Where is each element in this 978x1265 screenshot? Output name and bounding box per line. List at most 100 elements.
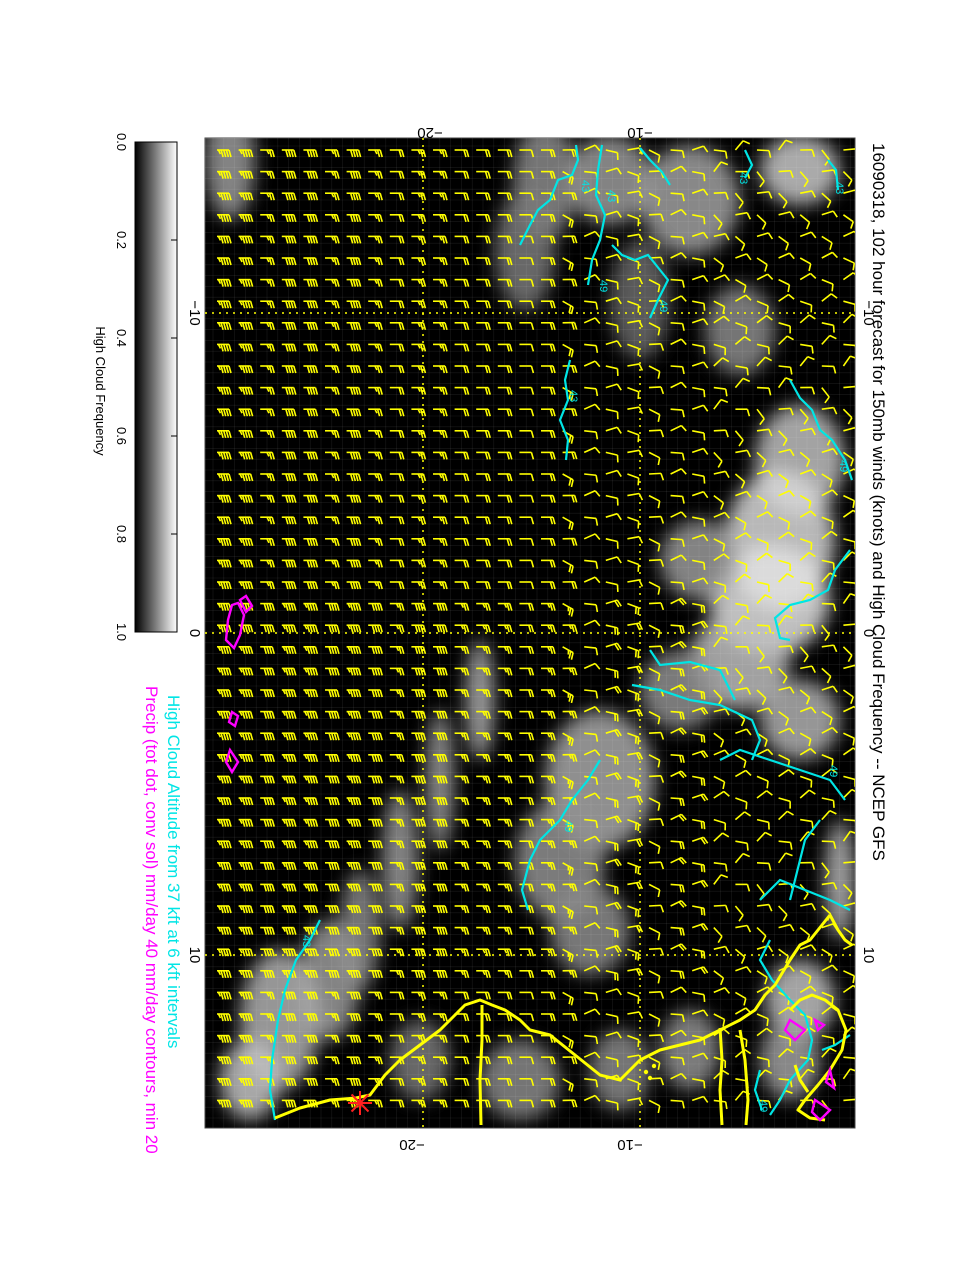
wind-barb	[433, 300, 448, 309]
wind-barb	[389, 1099, 405, 1108]
wind-barb	[411, 494, 427, 503]
wind-barb	[735, 408, 751, 417]
wind-barb	[497, 192, 513, 201]
wind-barb	[519, 321, 535, 331]
wind-barb	[346, 257, 362, 266]
wind-barb	[389, 451, 405, 460]
wind-barb	[670, 1099, 685, 1109]
wind-barb	[303, 1013, 319, 1022]
wind-barb	[368, 321, 383, 331]
wind-barb	[303, 537, 319, 547]
wind-barb	[476, 753, 491, 763]
wind-barb	[454, 235, 470, 244]
wind-barb	[562, 580, 578, 590]
wind-barb	[541, 516, 556, 525]
wind-barb	[692, 257, 706, 268]
wind-barb	[670, 926, 685, 936]
wind-barb	[497, 516, 513, 525]
bottom-tick-label: −20	[399, 1136, 424, 1153]
wind-barb	[281, 343, 297, 352]
wind-barb	[842, 355, 855, 367]
wind-barb	[238, 667, 254, 676]
wind-barb	[260, 235, 275, 244]
altitude-contour	[753, 1069, 764, 1111]
wind-barb	[735, 211, 752, 220]
wind-barb	[433, 883, 448, 892]
wind-barb	[497, 343, 513, 352]
wind-barb	[454, 645, 470, 655]
wind-barb	[303, 559, 319, 568]
wind-barb	[303, 321, 319, 331]
wind-barb	[627, 343, 640, 356]
wind-barb	[756, 903, 773, 912]
wind-barb	[368, 667, 383, 676]
wind-barb	[238, 473, 254, 482]
wind-barb	[260, 473, 275, 482]
wind-barb	[217, 1078, 232, 1087]
altitude-contour	[520, 759, 601, 911]
wind-barb	[713, 970, 725, 986]
wind-barb	[454, 969, 470, 979]
wind-barb	[843, 257, 855, 271]
wind-barb	[389, 559, 405, 568]
wind-barb	[605, 210, 622, 218]
wind-barb	[562, 689, 574, 704]
wind-barb	[325, 581, 340, 590]
wind-barb	[778, 430, 788, 447]
precip-contour	[810, 1098, 832, 1122]
wind-barb	[583, 662, 601, 670]
right-tick-label: 10	[860, 947, 877, 964]
wind-barb	[281, 1056, 297, 1065]
wind-barb	[476, 840, 491, 849]
wind-barb	[497, 170, 513, 179]
precip-contour	[238, 594, 254, 615]
wind-barb	[411, 840, 427, 849]
wind-barb	[583, 317, 601, 325]
wind-barb	[217, 192, 232, 201]
wind-barb	[821, 948, 833, 963]
wind-barb	[217, 883, 232, 892]
wind-barb	[713, 874, 729, 885]
wind-barb	[670, 986, 687, 994]
wind-barb	[519, 494, 535, 503]
wind-barb	[691, 534, 709, 542]
wind-barb	[562, 926, 578, 935]
wind-barb	[799, 775, 813, 788]
wind-barb	[411, 451, 427, 460]
wind-barb	[843, 385, 855, 389]
wind-barb	[627, 838, 644, 847]
wind-barb	[648, 322, 661, 336]
wind-barb	[562, 300, 574, 315]
wind-barb	[821, 964, 839, 972]
wind-barb	[346, 710, 362, 719]
wind-barb	[346, 948, 362, 957]
wind-barb	[411, 537, 427, 547]
wind-barb	[605, 728, 622, 738]
wind-barb	[843, 970, 855, 984]
wind-barb	[648, 624, 661, 638]
wind-barb	[519, 818, 535, 827]
wind-barb	[778, 516, 791, 530]
wind-barb	[756, 314, 773, 324]
wind-barb	[281, 386, 297, 395]
colorbar-ticks: 0.0 0.2 0.4 0.6 0.8 1.0	[114, 133, 177, 641]
wind-barb	[627, 967, 644, 977]
wind-barb	[584, 300, 599, 310]
wind-barb	[734, 336, 752, 346]
wind-barb	[605, 494, 619, 506]
wind-barb	[691, 706, 709, 715]
wind-barb	[433, 624, 448, 633]
wind-barb	[756, 689, 767, 706]
wind-barb	[303, 602, 319, 611]
wind-barb	[842, 313, 855, 324]
wind-barb	[648, 386, 665, 395]
wind-barb	[303, 581, 319, 590]
wind-barb	[519, 257, 535, 266]
wind-barb	[368, 343, 383, 352]
wind-barb	[303, 429, 319, 439]
wind-barb	[260, 192, 275, 201]
wind-barb	[583, 446, 601, 454]
wind-barb	[260, 300, 275, 309]
wind-barb	[842, 593, 855, 605]
wind-barb	[648, 213, 665, 222]
